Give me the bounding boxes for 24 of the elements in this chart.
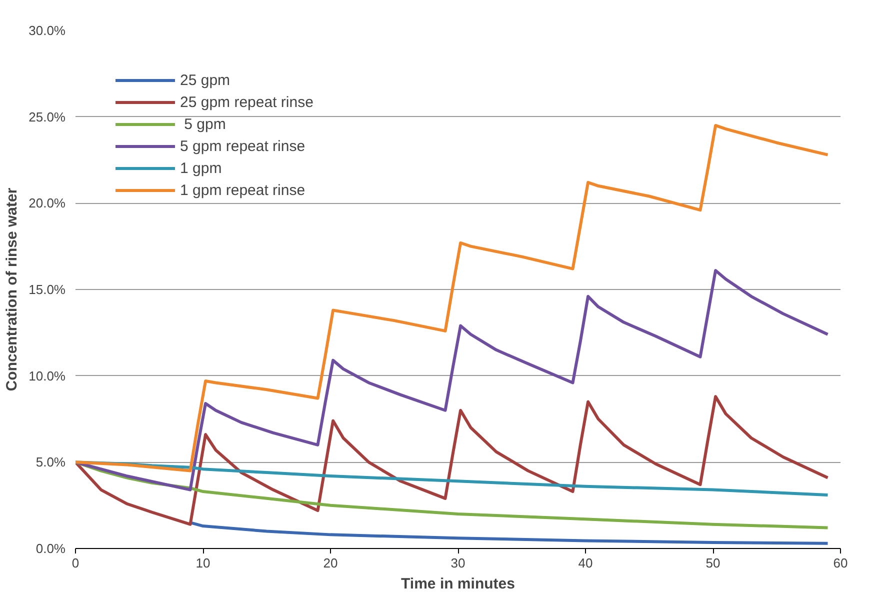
y-tick-label: 25.0% xyxy=(28,109,66,124)
x-tick-label: 60 xyxy=(833,556,848,570)
legend-label: 25 gpm xyxy=(180,72,230,88)
legend-label: 5 gpm xyxy=(183,116,226,132)
y-tick-label: 0.0% xyxy=(36,541,66,556)
legend-label: 25 gpm repeat rinse xyxy=(180,94,314,110)
legend-label: 1 gpm xyxy=(180,160,222,176)
y-tick-label: 10.0% xyxy=(28,368,66,384)
x-tick-label: 40 xyxy=(578,556,593,570)
y-tick-label: 5.0% xyxy=(36,454,66,470)
x-tick-label: 30 xyxy=(450,556,466,570)
line-series xyxy=(76,269,830,492)
y-tick-label: 20.0% xyxy=(28,196,66,211)
x-tick-label: 0 xyxy=(72,556,80,570)
x-axis-title: Time in minutes xyxy=(401,576,515,592)
y-tick-label: 30.0% xyxy=(28,23,66,38)
legend-label: 1 gpm repeat rinse xyxy=(180,182,306,198)
x-tick-label: 20 xyxy=(323,556,338,570)
y-tick-label: 15.0% xyxy=(28,282,66,297)
line-series xyxy=(76,395,830,526)
y-axis-title: Concentration of rinse water xyxy=(4,188,21,392)
x-tick-label: 50 xyxy=(706,556,720,570)
legend-label: 5 gpm repeat rinse xyxy=(180,138,306,154)
x-tick-label: 10 xyxy=(196,556,210,570)
